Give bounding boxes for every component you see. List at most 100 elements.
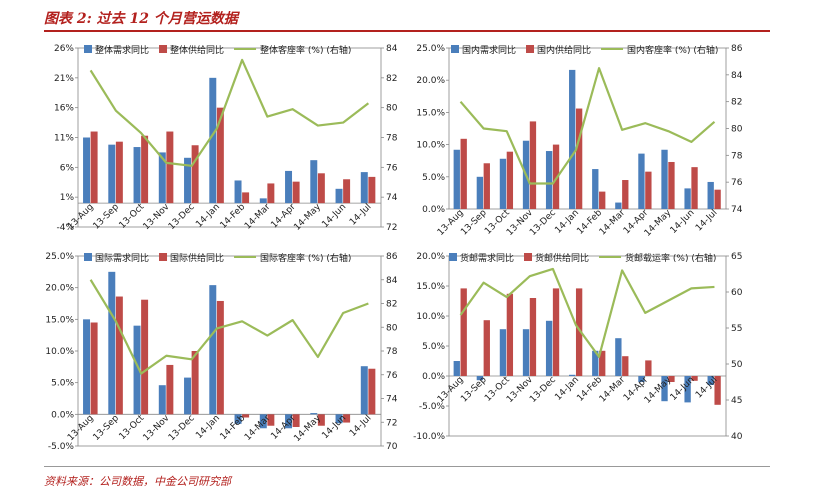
load-factor-line [459,267,715,358]
x-tick-label: 13-Dec [528,208,558,238]
chart-domestic: 0.0% 5.0% 10.0% 15.0% 20.0% 25.0% 74 76 78 80 82 84… [416,44,743,239]
right-tick-label: 78 [386,134,398,144]
supply-bar [166,364,174,415]
supply-bar [483,163,490,209]
supply-bar [292,414,300,427]
right-tick-label: 76 [386,371,398,381]
x-tick-label: 13-Dec [528,375,558,405]
supply-bar [714,189,721,209]
left-tick-label: 0.0% [422,205,445,215]
supply-bar [141,135,149,204]
chart-international: -5.0% 0.0% 5.0% 10.0% 15.0% 20.0% 25.0% 70 72 74 7… [45,252,398,452]
title-rule [44,30,770,32]
x-tick-label: 14-Mar [598,375,628,405]
demand-bar [545,320,553,376]
chart-overall: -4% 1% 6% 11% 16% 21% 26% 72 74 76 78 80 82 84 13-Aug 1… [54,44,398,233]
supply-bar [483,320,490,376]
supply-bar [622,356,629,376]
demand-bar [335,414,343,424]
legend-swatch [159,253,168,261]
x-tick-label: 14-Feb [219,413,248,442]
right-tick-label: 60 [731,288,743,298]
supply-bar [529,298,537,376]
chart-cargo: -10.0% -5.0% 0.0% 5.0% 10.0% 15.0% 20.0% 40 45 50… [413,252,743,442]
right-tick-label: 86 [731,44,743,54]
right-tick-label: 50 [731,360,743,370]
left-tick-label: 10.0% [416,312,445,322]
x-tick-label: 14-Feb [219,202,248,231]
left-tick-label: 0.0% [51,410,74,420]
x-tick-label: 14-Jul [694,208,720,234]
demand-bar [569,374,576,376]
left-tick-label: 25.0% [45,252,74,262]
demand-bar [499,158,507,209]
supply-bar [575,108,583,209]
left-tick-label: 15.0% [45,315,74,325]
demand-bar [522,329,530,376]
right-tick-label: 86 [386,252,398,262]
right-tick-label: 82 [731,98,742,108]
legend-label: 货邮供给同比 [535,252,589,264]
demand-bar [453,361,460,376]
supply-bar [645,171,652,209]
x-tick-label: 13-Dec [167,413,197,443]
x-tick-label: 13-Nov [142,202,172,232]
supply-bar [90,322,98,415]
demand-bar [83,319,91,415]
supply-bar [368,176,376,204]
load-factor-line [89,279,369,375]
left-tick-label: -10.0% [413,432,445,442]
x-tick-label: 13-Sep [92,413,122,443]
x-tick-label: 14-Jun [320,202,348,230]
x-tick-label: 14-Jul [348,202,374,228]
legend-swatch [84,45,92,53]
legend-label: 国内供给同比 [537,44,591,56]
supply-bar [599,191,606,209]
x-tick-label: 13-Nov [142,413,172,443]
right-tick-label: 70 [386,442,398,452]
legend-label: 国内需求同比 [462,44,516,56]
demand-bar [615,202,622,209]
legend-swatch [159,45,168,53]
supply-bar [506,151,514,209]
left-tick-label: 6% [60,163,75,173]
demand-bar [592,169,599,209]
supply-bar [115,296,123,415]
x-tick-label: 13-Sep [459,375,489,405]
left-tick-label: 26% [54,44,74,54]
demand-bar [158,152,166,204]
demand-bar [335,188,343,204]
right-tick-label: 78 [731,151,743,161]
demand-bar [707,376,714,385]
supply-bar [216,300,224,415]
x-tick-label: 14-Mar [598,208,628,238]
demand-bar [310,413,318,415]
supply-bar [242,414,250,418]
demand-bar [285,414,293,429]
demand-bar [638,376,645,382]
supply-bar [552,288,560,376]
demand-bar [184,377,192,415]
demand-bar [158,385,166,415]
supply-bar [317,414,325,426]
left-tick-label: 15.0% [416,282,445,292]
legend-label: 国际需求同比 [95,252,149,264]
supply-bar [506,293,514,376]
bottom-rule [44,466,770,467]
supply-bar [645,360,652,376]
x-tick-label: 14-Jul [348,413,374,439]
supply-bar [343,414,351,423]
supply-bar [460,288,467,376]
left-tick-label: 5.0% [422,342,445,352]
left-tick-label: 1% [60,193,75,203]
right-tick-label: 82 [386,74,397,84]
demand-bar [83,137,91,204]
demand-bar [638,153,645,209]
left-tick-label: 16% [54,104,74,114]
left-tick-label: -5.0% [419,402,446,412]
right-tick-label: 45 [731,396,742,406]
demand-bar [259,198,267,204]
left-tick-label: 25.0% [416,44,445,54]
left-tick-label: -4% [56,223,74,233]
demand-bar [592,350,599,376]
